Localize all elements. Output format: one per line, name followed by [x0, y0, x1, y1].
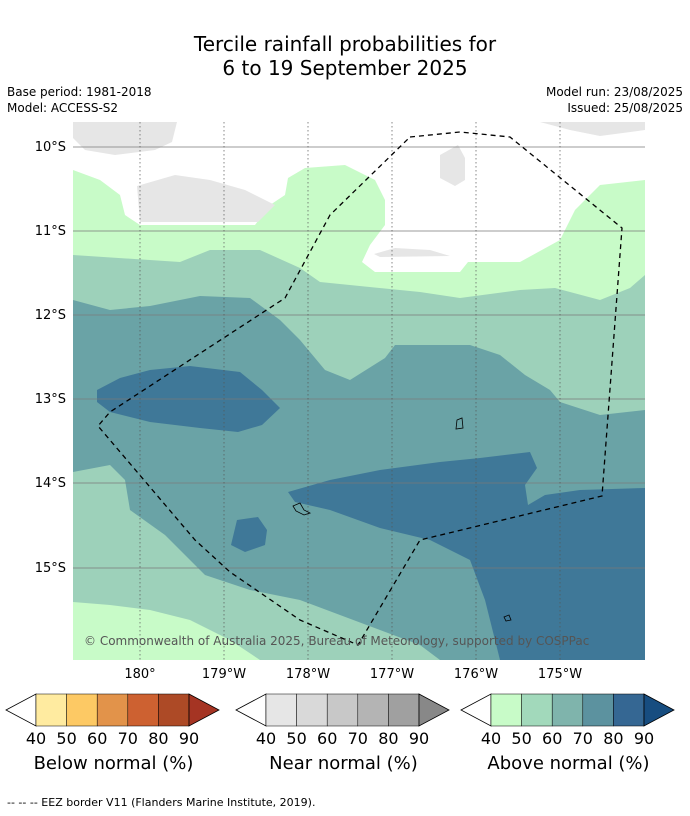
colorbar-segment	[582, 693, 614, 727]
colorbar-tick-label: 60	[317, 729, 337, 748]
near-normal-center-region	[374, 248, 450, 257]
lat-label: 13°S	[35, 392, 66, 407]
below-normal-colorbar: 40 50 60 70 80 90	[5, 693, 220, 748]
near-normal-west-region	[137, 175, 275, 222]
colorbar-extend-low	[235, 693, 267, 727]
colorbar-segment	[66, 693, 98, 727]
colorbar-tick-label: 70	[118, 729, 138, 748]
lon-label: 179°W	[202, 667, 246, 682]
colorbar-tick-label: 50	[56, 729, 76, 748]
colorbar-tick-label: 70	[573, 729, 593, 748]
colorbar-tick-label: 60	[542, 729, 562, 748]
probability-field: © Commonwealth of Australia 2025, Bureau…	[73, 122, 645, 660]
colorbar-tick-label: 80	[148, 729, 168, 748]
near-normal-colorbar-title: Near normal (%)	[269, 753, 418, 774]
colorbar-tick-label: 40	[481, 729, 501, 748]
below-normal-colorbar-title: Below normal (%)	[33, 753, 194, 774]
colorbar-tick-label: 90	[409, 729, 429, 748]
latitude-labels: 10°S 11°S 12°S 13°S 14°S 15°S	[35, 140, 66, 576]
colorbar-segment	[127, 693, 159, 727]
colorbar-segment	[357, 693, 389, 727]
colorbar-segment	[551, 693, 584, 727]
model-label: Model: ACCESS-S2	[7, 101, 119, 115]
lon-label: 180°	[124, 667, 155, 682]
eez-border	[97, 131, 623, 646]
map-credit: © Commonwealth of Australia 2025, Bureau…	[84, 634, 589, 648]
colorbar-extend-high	[643, 693, 675, 727]
colorbar-tick-label: 90	[179, 729, 199, 748]
above-normal-70-small-region	[231, 517, 267, 552]
colorbar-extend-low	[5, 693, 37, 727]
colorbar-tick-label: 90	[634, 729, 654, 748]
above-normal-40-south-region	[73, 602, 260, 660]
lon-label: 177°W	[370, 667, 414, 682]
colorbar-segment	[521, 693, 553, 727]
model-run-label: Model run: 23/08/2025	[545, 85, 683, 99]
colorbar-segment	[388, 693, 420, 727]
colorbar-tick-label: 50	[511, 729, 531, 748]
colorbar-segment	[296, 693, 328, 727]
near-normal-island-region	[440, 145, 465, 186]
lat-label: 10°S	[35, 140, 66, 155]
colorbar-segment	[613, 693, 645, 727]
colorbar-segment	[265, 693, 297, 727]
lat-label: 11°S	[35, 224, 66, 239]
near-normal-colorbar: 40 50 60 70 80 90	[235, 693, 450, 748]
above-normal-colorbar-title: Above normal (%)	[487, 753, 650, 774]
colorbar-tick-label: 40	[256, 729, 276, 748]
above-normal-50-south-region	[73, 465, 440, 660]
colorbar-segment	[35, 693, 67, 727]
map-title-line2: 6 to 19 September 2025	[222, 56, 468, 80]
colorbar-tick-label: 80	[603, 729, 623, 748]
colorbar-extend-high	[188, 693, 220, 727]
colorbars: 40 50 60 70 80 90 40 50 60 70 80 90 40 50 60 70 80 90	[5, 693, 675, 748]
colorbar-segment	[326, 693, 359, 727]
lon-label: 178°W	[286, 667, 330, 682]
colorbar-tick-label: 80	[378, 729, 398, 748]
colorbar-segment	[158, 693, 190, 727]
base-period-label: Base period: 1981-2018	[7, 85, 152, 99]
map-title-line1: Tercile rainfall probabilities for	[193, 32, 497, 56]
colorbar-segment	[490, 693, 522, 727]
lon-label: 176°W	[454, 667, 498, 682]
above-normal-colorbar: 40 50 60 70 80 90	[460, 693, 675, 748]
lat-label: 12°S	[35, 308, 66, 323]
colorbar-extend-low	[460, 693, 492, 727]
lon-label: 175°W	[538, 667, 582, 682]
graticule	[73, 146, 645, 569]
island-outline-2	[292, 502, 312, 516]
longitude-labels: 180° 179°W 178°W 177°W 176°W 175°W	[124, 667, 582, 682]
colorbar-tick-label: 50	[286, 729, 306, 748]
lat-label: 15°S	[35, 561, 66, 576]
island-outline-3	[503, 614, 512, 622]
issued-label: Issued: 25/08/2025	[567, 101, 683, 115]
colorbar-tick-label: 40	[26, 729, 46, 748]
eez-footnote: -- -- -- EEZ border V11 (Flanders Marine…	[7, 796, 316, 809]
colorbar-tick-label: 60	[87, 729, 107, 748]
near-normal-top-right-region	[540, 122, 645, 136]
colorbar-tick-label: 70	[348, 729, 368, 748]
colorbar-segment	[96, 693, 129, 727]
island-outline	[455, 417, 464, 430]
lat-label: 14°S	[35, 476, 66, 491]
above-normal-70-east-region	[288, 452, 645, 660]
colorbar-extend-high	[418, 693, 450, 727]
